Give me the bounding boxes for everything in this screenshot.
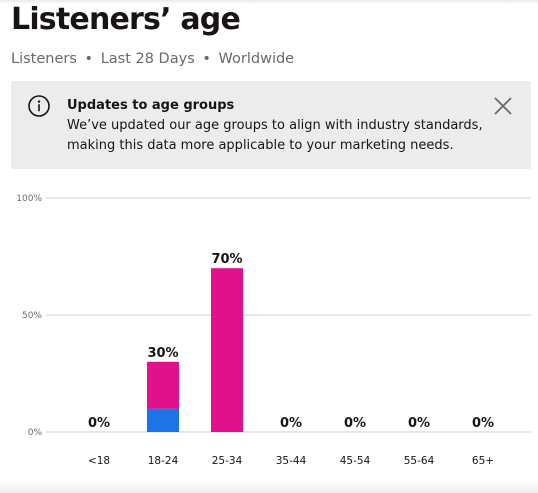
subtitle-separator: • bbox=[84, 51, 94, 67]
close-button[interactable] bbox=[491, 94, 515, 118]
data-label: 0% bbox=[472, 416, 494, 431]
age-bar-chart: 100% 50% 0% 0% <18 30% 18-24 70% 25-34 0% 35-44 0% 4… bbox=[16, 194, 531, 467]
data-label: 0% bbox=[344, 416, 366, 431]
page-title: Listeners’ age bbox=[11, 2, 241, 37]
close-icon bbox=[494, 97, 512, 115]
y-tick-label: 100% bbox=[16, 194, 42, 204]
x-tick-label: 45-54 bbox=[340, 455, 371, 467]
banner-text: We’ve updated our age groups to align wi… bbox=[67, 118, 483, 153]
x-tick-label: <18 bbox=[88, 455, 110, 467]
subtitle-separator: • bbox=[202, 51, 211, 67]
bar-segment-18-24 bbox=[147, 408, 179, 432]
data-label: 0% bbox=[280, 416, 302, 431]
subtitle-audience: Listeners bbox=[11, 51, 77, 67]
data-label: 0% bbox=[408, 416, 430, 431]
data-label: 0% bbox=[88, 416, 110, 431]
x-tick-label: 55-64 bbox=[404, 455, 435, 467]
x-tick-label: 18-24 bbox=[148, 455, 179, 467]
y-tick-label: 0% bbox=[28, 428, 43, 438]
subtitle: Listeners • Last 28 Days • Worldwide bbox=[11, 49, 294, 69]
banner-title: Updates to age groups bbox=[67, 98, 235, 113]
bar-segment-18-24 bbox=[147, 361, 179, 409]
info-icon bbox=[27, 94, 51, 118]
subtitle-period: Last 28 Days bbox=[100, 51, 195, 67]
data-label: 70% bbox=[211, 252, 242, 267]
x-tick-label: 25-34 bbox=[212, 455, 243, 467]
subtitle-region: Worldwide bbox=[218, 51, 295, 67]
top-shade bbox=[0, 0, 538, 4]
x-tick-label: 65+ bbox=[472, 455, 494, 467]
data-label: 30% bbox=[147, 346, 178, 361]
x-tick-label: 35-44 bbox=[276, 455, 307, 467]
y-tick-label: 50% bbox=[22, 311, 42, 321]
bar-segment-25-34 bbox=[211, 268, 243, 432]
bottom-shade bbox=[0, 481, 538, 493]
info-banner: Updates to age groups We’ve updated our … bbox=[11, 81, 531, 169]
